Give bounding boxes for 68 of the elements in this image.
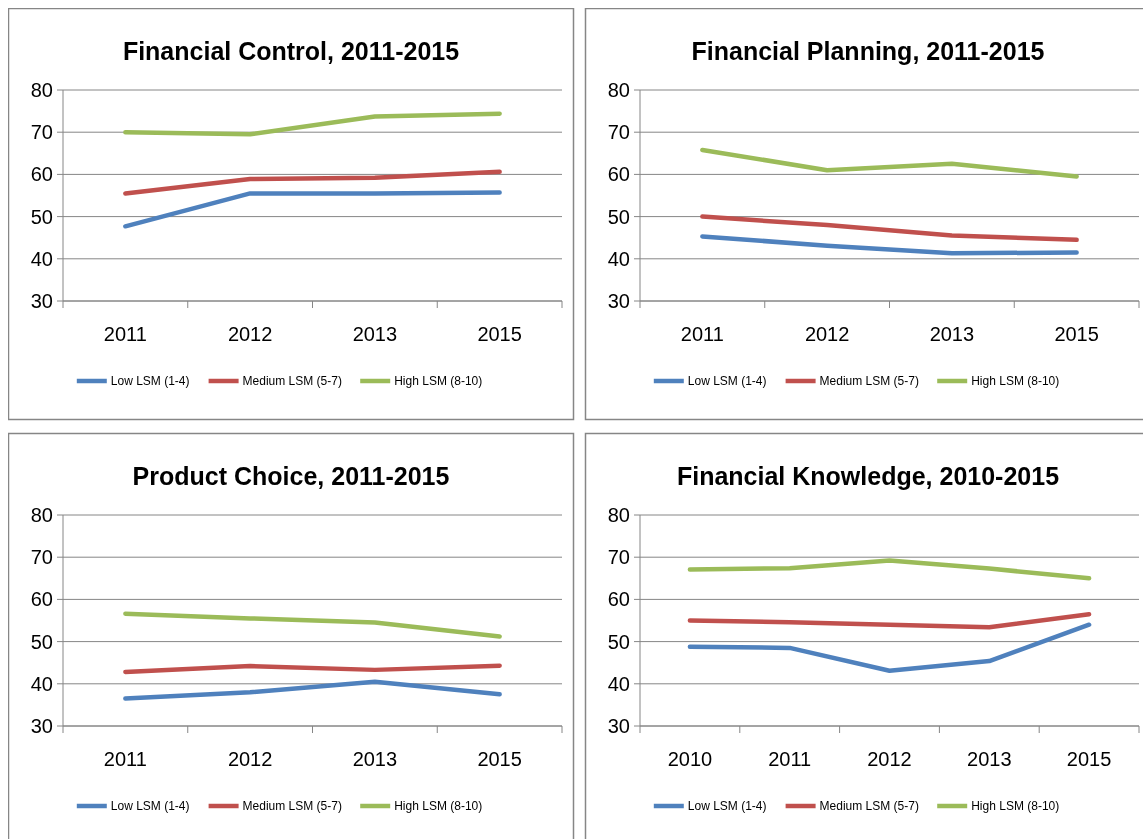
- chart-title: Financial Knowledge, 2010-2015: [676, 462, 1060, 490]
- legend-label: Medium LSM (5-7): [819, 799, 919, 814]
- legend-label: Medium LSM (5-7): [819, 374, 919, 389]
- x-tick-label: 2013: [967, 748, 1012, 770]
- y-tick-label: 50: [607, 630, 630, 653]
- x-tick-label: 2010: [667, 748, 713, 770]
- x-tick-label: 2011: [680, 323, 724, 345]
- x-tick-label: 2015: [477, 323, 522, 345]
- y-tick-label: 80: [607, 504, 630, 526]
- chart-title: Product Choice, 2011-2015: [132, 462, 450, 490]
- legend-label: Medium LSM (5-7): [242, 374, 342, 389]
- y-tick-label: 40: [607, 247, 630, 270]
- x-tick-label: 2012: [227, 323, 273, 345]
- x-tick-label: 2013: [352, 748, 398, 770]
- y-tick-label: 50: [607, 205, 630, 228]
- line-series: [123, 679, 502, 701]
- line-series: [687, 558, 1092, 581]
- legend-label: High LSM (8-10): [971, 374, 1060, 389]
- chart-title: Financial Planning, 2011-2015: [691, 37, 1045, 65]
- y-tick-label: 70: [607, 121, 630, 144]
- y-tick-label: 70: [30, 546, 53, 569]
- y-tick-label: 70: [30, 121, 53, 144]
- x-tick-label: 2013: [352, 323, 398, 345]
- legend-label: Low LSM (1-4): [110, 799, 190, 814]
- y-tick-label: 60: [607, 588, 630, 611]
- x-tick-label: 2013: [929, 323, 975, 345]
- x-tick-label: 2011: [768, 748, 812, 770]
- line-series: [687, 611, 1092, 630]
- y-tick-label: 60: [607, 163, 630, 186]
- line-series: [700, 214, 1079, 243]
- y-tick-label: 50: [30, 630, 53, 653]
- x-tick-label: 2015: [1066, 748, 1112, 770]
- x-tick-label: 2015: [1054, 323, 1099, 345]
- line-series: [123, 611, 502, 639]
- y-tick-label: 40: [30, 672, 53, 695]
- x-tick-label: 2011: [103, 323, 147, 345]
- x-tick-label: 2012: [867, 748, 912, 770]
- y-tick-label: 80: [30, 79, 53, 101]
- line-series: [687, 622, 1092, 673]
- y-tick-label: 70: [607, 546, 630, 569]
- y-tick-label: 40: [607, 672, 630, 695]
- y-tick-label: 30: [30, 715, 53, 737]
- x-tick-label: 2012: [804, 323, 850, 345]
- y-tick-label: 40: [30, 247, 53, 270]
- y-tick-label: 60: [30, 163, 53, 186]
- legend-label: High LSM (8-10): [394, 799, 483, 814]
- y-tick-label: 30: [607, 290, 630, 312]
- legend-label: Low LSM (1-4): [687, 374, 767, 389]
- y-tick-label: 30: [607, 715, 630, 737]
- line-series: [123, 111, 502, 137]
- legend-label: Low LSM (1-4): [110, 374, 190, 389]
- x-tick-label: 2011: [103, 748, 147, 770]
- y-tick-label: 80: [30, 504, 53, 526]
- y-tick-label: 50: [30, 205, 53, 228]
- line-series: [123, 663, 502, 675]
- line-series: [700, 234, 1079, 256]
- chart-title: Financial Control, 2011-2015: [122, 37, 460, 65]
- legend-label: High LSM (8-10): [971, 799, 1060, 814]
- legend-label: Low LSM (1-4): [687, 799, 767, 814]
- x-tick-label: 2012: [227, 748, 273, 770]
- y-tick-label: 80: [607, 79, 630, 101]
- line-series: [123, 169, 502, 196]
- y-tick-label: 60: [30, 588, 53, 611]
- x-tick-label: 2015: [477, 748, 522, 770]
- legend-label: Medium LSM (5-7): [242, 799, 342, 814]
- y-tick-label: 30: [30, 290, 53, 312]
- line-series: [700, 147, 1079, 179]
- legend-label: High LSM (8-10): [394, 374, 483, 389]
